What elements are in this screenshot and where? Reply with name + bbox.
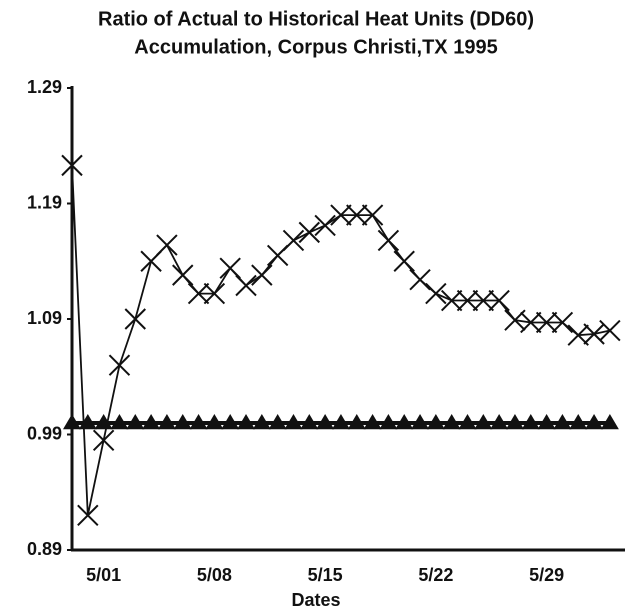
y-tick-label: 1.29: [27, 77, 62, 97]
triangle-marker: [252, 413, 271, 430]
triangle-marker: [379, 413, 398, 430]
x-marker: [298, 221, 321, 244]
x-marker: [172, 264, 194, 286]
triangle-marker: [395, 413, 414, 430]
x-marker: [235, 274, 257, 297]
y-tick-label: 1.19: [27, 192, 62, 212]
triangle-marker: [474, 413, 493, 430]
x-tick-label: 5/22: [418, 565, 453, 585]
y-tick-label: 0.89: [27, 539, 62, 559]
triangle-marker: [569, 413, 588, 430]
x-marker: [187, 282, 210, 305]
triangle-marker: [221, 413, 240, 430]
x-marker: [77, 504, 99, 527]
triangle-marker: [553, 413, 572, 430]
x-marker: [251, 264, 273, 286]
triangle-marker: [157, 413, 176, 430]
triangle-marker: [347, 413, 366, 430]
triangle-marker: [189, 413, 208, 430]
x-marker: [346, 204, 368, 226]
triangle-marker: [490, 413, 509, 430]
x-marker: [219, 257, 241, 279]
triangle-marker: [63, 413, 81, 430]
x-marker: [393, 250, 415, 272]
x-marker: [124, 308, 146, 330]
triangle-marker: [126, 413, 145, 430]
y-tick-label: 0.99: [27, 423, 62, 443]
x-marker: [472, 289, 495, 312]
x-marker: [108, 354, 131, 376]
triangle-marker: [110, 413, 129, 430]
triangle-marker: [268, 413, 287, 430]
triangle-marker: [205, 413, 224, 430]
triangle-marker: [411, 413, 430, 430]
x-axis-label: Dates: [291, 590, 340, 610]
x-marker: [409, 269, 431, 291]
x-marker: [61, 154, 83, 177]
x-marker: [377, 229, 400, 252]
x-marker: [520, 311, 542, 334]
triangle-marker: [316, 413, 335, 430]
x-marker: [488, 289, 510, 312]
triangle-marker: [363, 413, 382, 430]
triangle-marker: [94, 413, 113, 430]
triangle-marker: [331, 413, 350, 430]
x-marker: [456, 289, 479, 312]
triangle-marker: [600, 413, 619, 430]
chart-title: Ratio of Actual to Historical Heat Units…: [98, 8, 534, 30]
x-marker: [440, 289, 463, 312]
x-marker: [282, 229, 305, 252]
triangle-marker: [585, 413, 604, 430]
triangle-marker: [300, 413, 319, 430]
triangle-marker: [521, 413, 540, 430]
x-marker: [330, 204, 352, 226]
x-marker: [314, 214, 336, 237]
x-marker: [156, 234, 178, 256]
x-marker: [599, 319, 621, 342]
x-tick-label: 5/29: [529, 565, 564, 585]
x-marker: [551, 311, 574, 334]
x-tick-label: 5/15: [308, 565, 343, 585]
triangle-marker: [78, 413, 97, 430]
x-marker: [92, 429, 115, 451]
triangle-marker: [284, 413, 303, 430]
series-line: [71, 165, 611, 516]
triangle-marker: [442, 413, 461, 430]
x-tick-label: 5/08: [197, 565, 232, 585]
triangle-marker: [173, 413, 192, 430]
triangle-marker: [237, 413, 256, 430]
triangle-marker: [537, 413, 556, 430]
x-marker: [203, 282, 226, 305]
x-marker: [535, 311, 558, 334]
y-tick-label: 1.09: [27, 308, 62, 328]
x-marker: [361, 204, 384, 226]
chart-title: Accumulation, Corpus Christi,TX 1995: [134, 36, 497, 58]
x-tick-label: 5/01: [86, 565, 121, 585]
triangle-marker: [142, 413, 161, 430]
triangle-marker: [458, 413, 477, 430]
triangle-marker: [426, 413, 445, 430]
triangle-marker: [505, 413, 524, 430]
x-marker: [425, 282, 447, 305]
